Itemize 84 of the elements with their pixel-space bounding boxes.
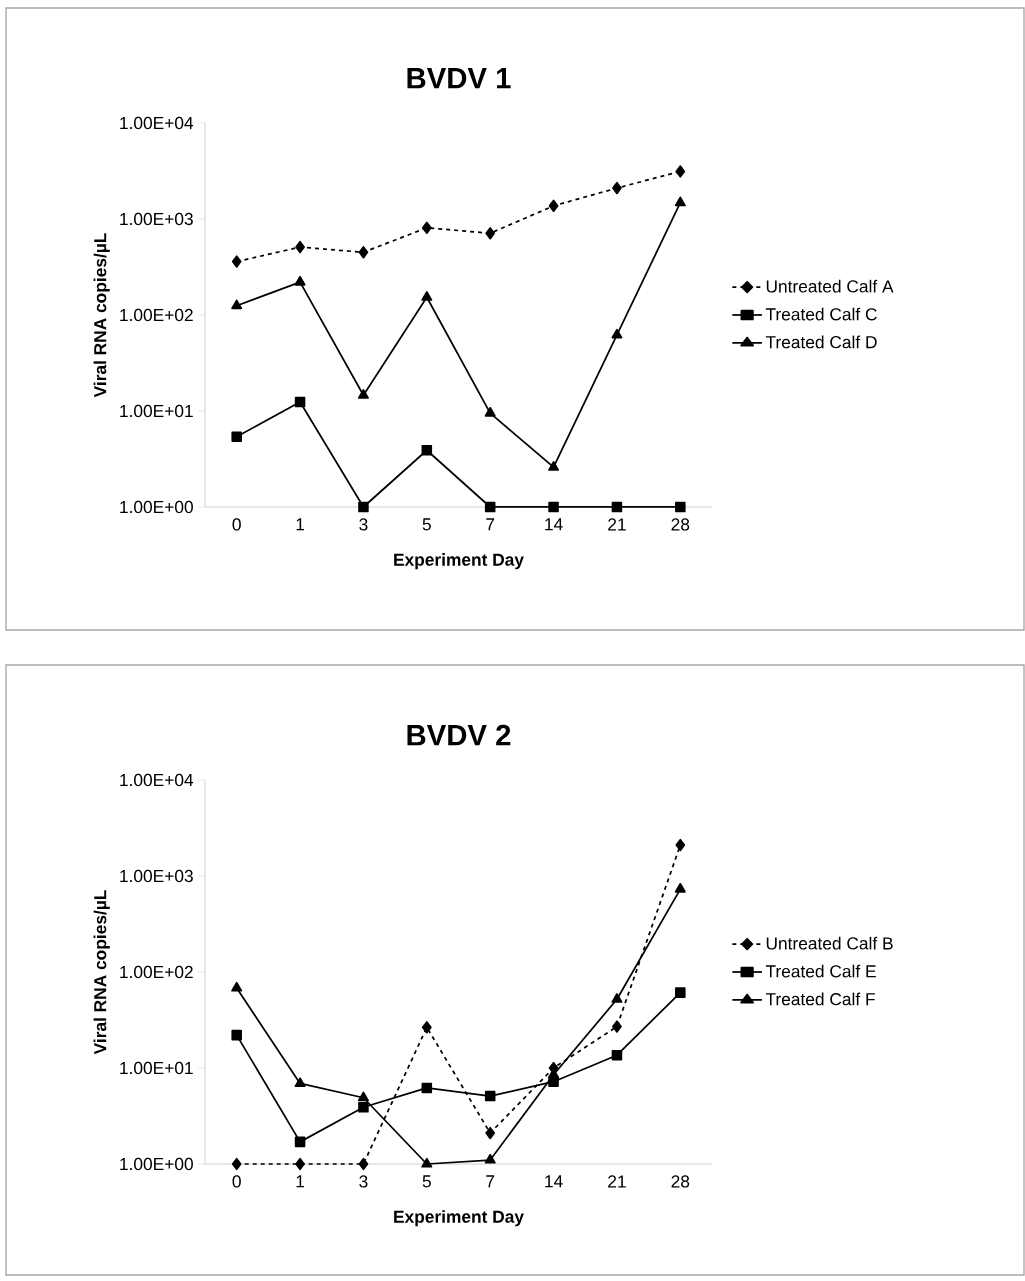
x-tick-label: 14 [545,518,563,531]
y-tick-label: 1.00E+01 [120,404,193,418]
legend-label: Treated Calf F [765,992,875,1006]
point [295,1157,305,1171]
point [231,255,242,268]
point [675,838,686,852]
point [231,981,243,992]
y-tick-label: 1.00E+02 [120,308,193,322]
point [294,275,306,286]
point [231,1029,242,1041]
point [231,1157,242,1171]
x-tick-label: 3 [359,1175,368,1188]
x-tick-label: 14 [545,1175,563,1188]
x-tick-label: 1 [296,1175,305,1188]
legend-label: Treated Calf D [765,335,877,349]
y-tick-label: 1.00E+03 [120,212,193,226]
point [421,221,432,234]
point [358,1157,369,1171]
x-tick-label: 7 [486,1175,495,1188]
point [611,501,623,513]
chart-title: BVDV 2 [407,724,511,746]
point [295,240,305,254]
point [358,246,369,259]
point [485,1126,496,1140]
y-tick-label: 1.00E+04 [120,773,194,787]
y-tick-label: 1.00E+03 [120,869,193,883]
x-tick-label: 21 [608,1175,626,1188]
x-tick-label: 5 [422,1175,431,1188]
legend-label: Untreated Calf B [766,936,893,950]
y-axis-title: Viral RNA copies/µL [93,233,110,398]
point [294,1136,306,1148]
legend-label: Treated Calf C [765,307,877,321]
legend-label: Untreated Calf A [766,279,894,293]
point [612,181,622,195]
point [484,1153,496,1164]
point [484,1090,496,1102]
point [421,1082,433,1094]
point [548,1076,559,1087]
y-tick-label: 1.00E+01 [120,1061,193,1075]
y-axis-title: Viral RNA copies/µL [93,890,110,1055]
x-tick-label: 28 [671,518,690,531]
point [674,196,686,207]
chart-title: BVDV 1 [407,68,511,89]
point [675,987,686,998]
point [421,1157,433,1168]
x-tick-label: 21 [608,518,626,531]
point [421,1021,432,1034]
point [421,444,433,456]
x-tick-label: 28 [671,1175,690,1188]
point [357,1091,369,1102]
point [612,1020,622,1033]
point [675,165,686,178]
point [231,299,243,310]
point [548,501,559,513]
point [548,460,560,471]
y-tick-label: 1.00E+02 [120,965,193,979]
point [358,501,369,513]
point [674,882,686,893]
y-tick-label: 1.00E+00 [120,1157,193,1171]
x-tick-label: 0 [232,1175,241,1188]
y-tick-label: 1.00E+00 [120,500,193,514]
y-tick-label: 1.00E+04 [120,116,194,130]
point [484,406,496,417]
x-tick-label: 0 [232,518,241,531]
point [421,291,433,301]
point [294,1077,306,1088]
x-axis-title: Experiment Day [394,1210,524,1227]
point [485,227,496,240]
point [611,328,623,339]
point [231,431,242,442]
legend-label: Treated Calf E [765,964,876,978]
x-tick-label: 5 [422,518,431,531]
point [294,396,306,408]
point [611,1049,623,1061]
x-tick-label: 1 [296,518,305,531]
x-tick-label: 3 [359,518,368,531]
point [611,993,623,1003]
point [484,501,496,513]
point [357,389,369,399]
point [675,501,686,513]
x-axis-title: Experiment Day [394,553,524,570]
point [358,1101,369,1113]
point [548,199,559,213]
x-tick-label: 7 [486,518,495,531]
